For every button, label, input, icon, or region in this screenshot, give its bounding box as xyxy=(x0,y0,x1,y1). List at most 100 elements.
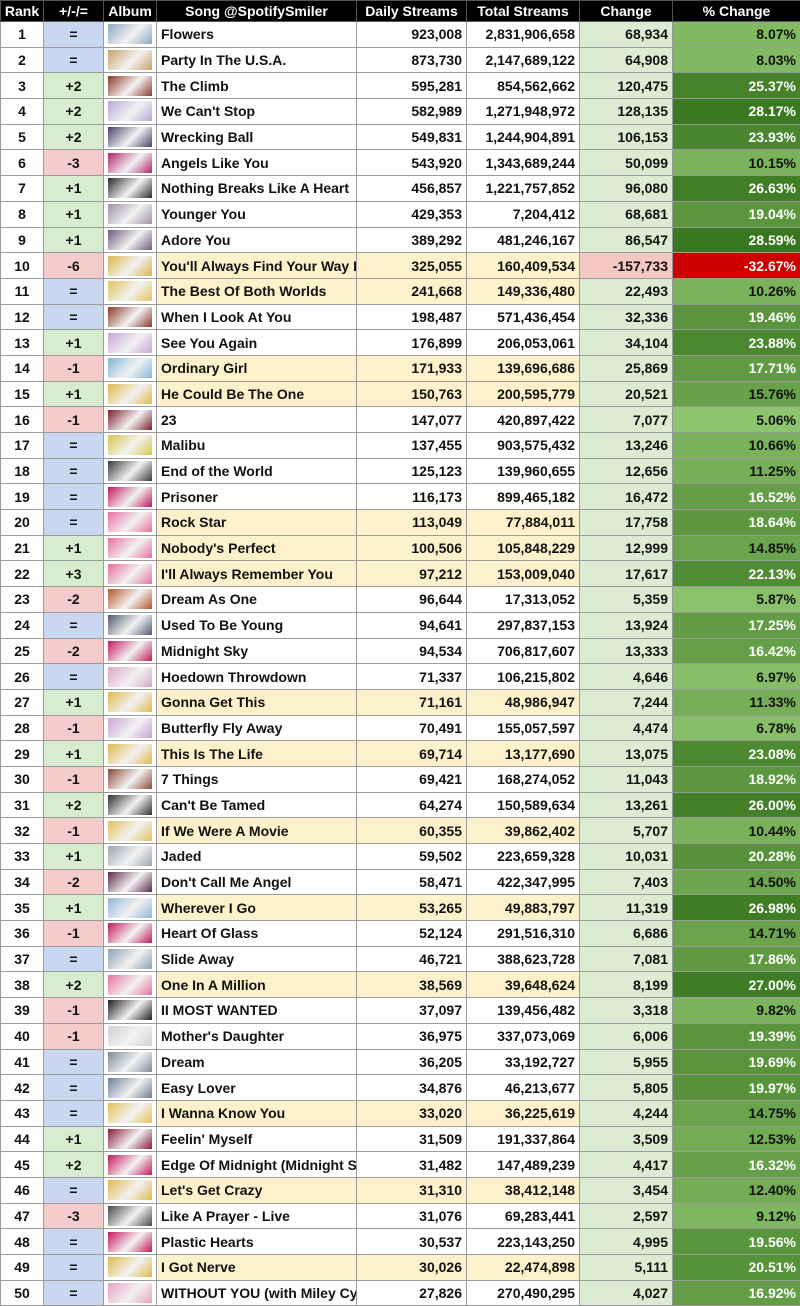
rank-cell: 16 xyxy=(1,407,44,433)
movement-cell: -3 xyxy=(44,150,104,176)
change-cell: 11,319 xyxy=(580,895,673,921)
album-cover-icon xyxy=(108,795,152,815)
pct-change-cell: 14.50% xyxy=(673,869,800,895)
album-cover-icon xyxy=(108,461,152,481)
rank-cell: 5 xyxy=(1,124,44,150)
rank-cell: 37 xyxy=(1,946,44,972)
movement-cell: +1 xyxy=(44,381,104,407)
daily-streams-cell: 96,644 xyxy=(357,587,467,613)
rank-cell: 32 xyxy=(1,818,44,844)
change-cell: 7,244 xyxy=(580,689,673,715)
movement-cell: +1 xyxy=(44,330,104,356)
header-change: Change xyxy=(580,1,673,22)
song-title-cell: Mother's Daughter xyxy=(157,1023,357,1049)
daily-streams-cell: 58,471 xyxy=(357,869,467,895)
rank-cell: 23 xyxy=(1,587,44,613)
total-streams-cell: 77,884,011 xyxy=(467,510,580,536)
album-cell xyxy=(104,1023,157,1049)
rank-cell: 22 xyxy=(1,561,44,587)
song-title-cell: Edge Of Midnight (Midnight Sky Remix) xyxy=(157,1152,357,1178)
pct-change-cell: 9.82% xyxy=(673,998,800,1024)
rank-cell: 8 xyxy=(1,201,44,227)
pct-change-cell: 23.93% xyxy=(673,124,800,150)
change-cell: 10,031 xyxy=(580,844,673,870)
rank-cell: 14 xyxy=(1,355,44,381)
pct-change-cell: 17.86% xyxy=(673,946,800,972)
album-cell xyxy=(104,278,157,304)
pct-change-cell: 28.59% xyxy=(673,227,800,253)
movement-cell: +1 xyxy=(44,1126,104,1152)
album-cover-icon xyxy=(108,718,152,738)
change-cell: 4,995 xyxy=(580,1229,673,1255)
song-title-cell: I'll Always Remember You xyxy=(157,561,357,587)
change-cell: 4,474 xyxy=(580,715,673,741)
pct-change-cell: 12.53% xyxy=(673,1126,800,1152)
daily-streams-cell: 46,721 xyxy=(357,946,467,972)
album-cover-icon xyxy=(108,384,152,404)
pct-change-cell: 19.69% xyxy=(673,1049,800,1075)
rank-cell: 39 xyxy=(1,998,44,1024)
movement-cell: -1 xyxy=(44,1023,104,1049)
song-title-cell: We Can't Stop xyxy=(157,99,357,125)
pct-change-cell: 26.00% xyxy=(673,792,800,818)
song-title-cell: Prisoner xyxy=(157,484,357,510)
total-streams-cell: 149,336,480 xyxy=(467,278,580,304)
total-streams-cell: 13,177,690 xyxy=(467,741,580,767)
total-streams-cell: 150,589,634 xyxy=(467,792,580,818)
song-title-cell: Party In The U.S.A. xyxy=(157,47,357,73)
rank-cell: 29 xyxy=(1,741,44,767)
album-cell xyxy=(104,612,157,638)
pct-change-cell: 23.88% xyxy=(673,330,800,356)
daily-streams-cell: 71,161 xyxy=(357,689,467,715)
daily-streams-cell: 97,212 xyxy=(357,561,467,587)
change-cell: 34,104 xyxy=(580,330,673,356)
movement-cell: = xyxy=(44,304,104,330)
song-title-cell: Gonna Get This xyxy=(157,689,357,715)
song-title-cell: Ordinary Girl xyxy=(157,355,357,381)
daily-streams-cell: 873,730 xyxy=(357,47,467,73)
song-title-cell: Dream As One xyxy=(157,587,357,613)
pct-change-cell: 17.71% xyxy=(673,355,800,381)
rank-cell: 12 xyxy=(1,304,44,330)
song-title-cell: 23 xyxy=(157,407,357,433)
album-cell xyxy=(104,1177,157,1203)
song-title-cell: II MOST WANTED xyxy=(157,998,357,1024)
change-cell: 13,246 xyxy=(580,433,673,459)
pct-change-cell: 28.17% xyxy=(673,99,800,125)
total-streams-cell: 1,244,904,891 xyxy=(467,124,580,150)
daily-streams-cell: 116,173 xyxy=(357,484,467,510)
change-cell: 17,758 xyxy=(580,510,673,536)
album-cell xyxy=(104,689,157,715)
song-title-cell: Malibu xyxy=(157,433,357,459)
total-streams-cell: 17,313,052 xyxy=(467,587,580,613)
album-cover-icon xyxy=(108,615,152,635)
header-daily-streams: Daily Streams xyxy=(357,1,467,22)
daily-streams-cell: 59,502 xyxy=(357,844,467,870)
change-cell: 86,547 xyxy=(580,227,673,253)
daily-streams-cell: 53,265 xyxy=(357,895,467,921)
pct-change-cell: 19.04% xyxy=(673,201,800,227)
pct-change-cell: 14.85% xyxy=(673,535,800,561)
rank-cell: 43 xyxy=(1,1100,44,1126)
change-cell: 3,318 xyxy=(580,998,673,1024)
movement-cell: +1 xyxy=(44,689,104,715)
movement-cell: -1 xyxy=(44,766,104,792)
total-streams-cell: 39,862,402 xyxy=(467,818,580,844)
movement-cell: = xyxy=(44,664,104,690)
album-cell xyxy=(104,1203,157,1229)
rank-cell: 42 xyxy=(1,1075,44,1101)
rank-cell: 7 xyxy=(1,176,44,202)
pct-change-cell: 8.07% xyxy=(673,22,800,48)
change-cell: 96,080 xyxy=(580,176,673,202)
change-cell: 13,924 xyxy=(580,612,673,638)
album-cell xyxy=(104,73,157,99)
